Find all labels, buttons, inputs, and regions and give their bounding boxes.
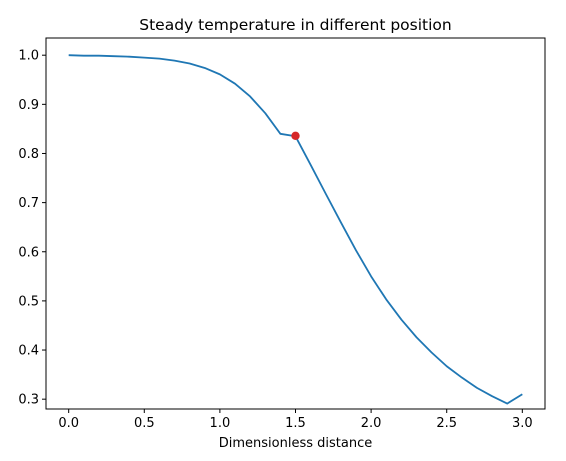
x-tick-label: 0.0 bbox=[58, 416, 79, 431]
y-tick-label: 0.5 bbox=[18, 294, 39, 309]
x-tick-label: 2.5 bbox=[436, 416, 457, 431]
x-axis-ticks: 0.0 0.5 1.0 1.5 2.0 2.5 3.0 bbox=[58, 409, 533, 431]
x-tick-label: 2.0 bbox=[361, 416, 382, 431]
y-tick-label: 0.9 bbox=[18, 98, 39, 113]
x-tick-label: 3.0 bbox=[512, 416, 533, 431]
chart-title: Steady temperature in different position bbox=[139, 16, 451, 34]
data-point-marker bbox=[291, 131, 300, 140]
x-tick-label: 0.5 bbox=[134, 416, 155, 431]
y-tick-label: 0.7 bbox=[18, 196, 39, 211]
x-axis-label: Dimensionless distance bbox=[219, 436, 372, 451]
series-line bbox=[68, 54, 523, 405]
plot-area bbox=[68, 54, 523, 405]
y-tick-label: 0.6 bbox=[18, 245, 39, 260]
y-tick-label: 0.3 bbox=[18, 393, 39, 408]
y-tick-label: 1.0 bbox=[18, 49, 39, 64]
y-axis-ticks: 0.3 0.4 0.5 0.6 0.7 0.8 0.9 1.0 bbox=[18, 49, 46, 408]
y-tick-label: 0.8 bbox=[18, 147, 39, 162]
y-tick-label: 0.4 bbox=[18, 344, 39, 359]
plot-frame bbox=[45, 37, 546, 410]
x-tick-label: 1.5 bbox=[285, 416, 306, 431]
x-tick-label: 1.0 bbox=[210, 416, 231, 431]
